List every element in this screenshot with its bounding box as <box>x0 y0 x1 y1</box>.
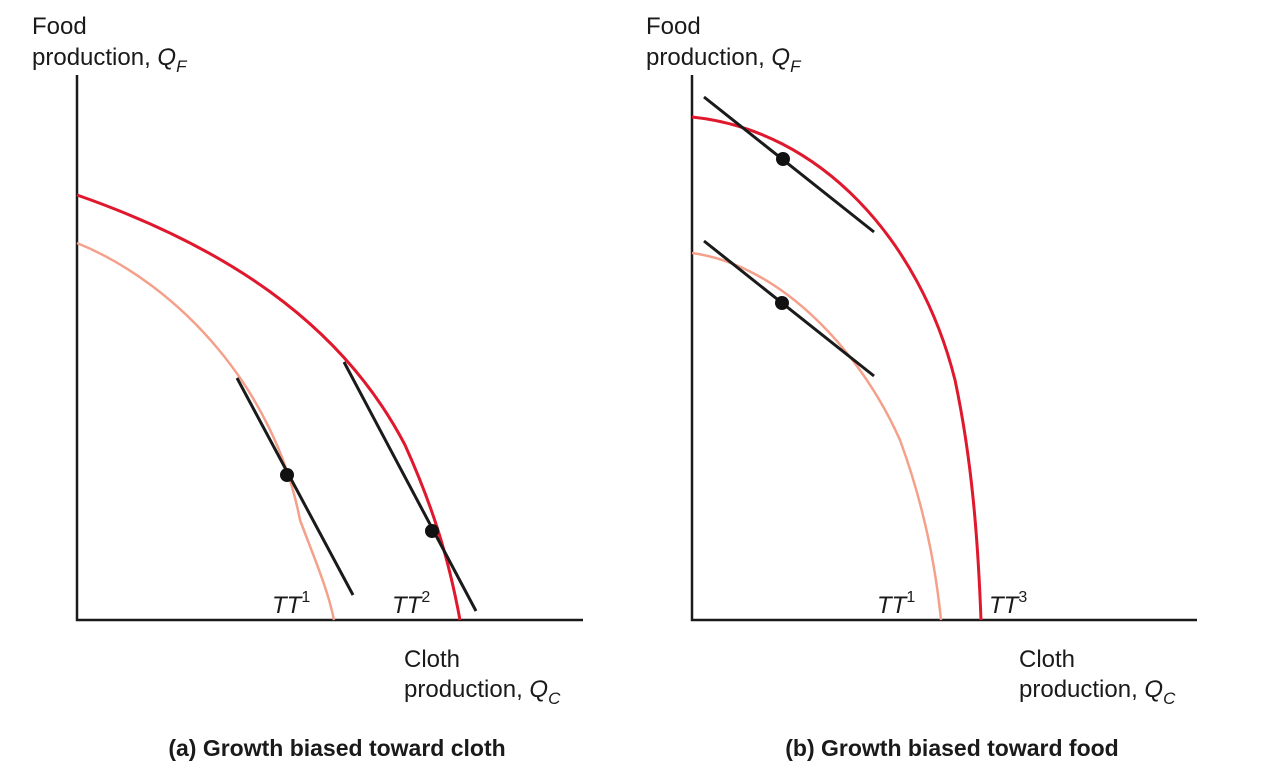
panel-a-x-label-line1: Cloth <box>404 646 460 673</box>
panel-a-x-label-line2: production, QC <box>404 676 561 708</box>
panel-b-point-tt1 <box>775 296 789 310</box>
panel-b-tangent-tt3 <box>703 95 875 234</box>
panel-a-tt2-curve <box>76 193 462 621</box>
panel-b-x-label-line2: production, QC <box>1019 676 1176 708</box>
panel-a-caption: (a) Growth biased toward cloth <box>168 735 505 761</box>
panel-b-point-tt3 <box>776 152 790 166</box>
panel-a-tt1-curve <box>76 241 336 621</box>
panel-a-tt2-label: TT2 <box>392 589 430 619</box>
panel-b-y-label-line2: production, QF <box>646 44 802 76</box>
panel-a-y-label-line1: Food <box>32 13 87 40</box>
panel-b-caption: (b) Growth biased toward food <box>785 735 1118 761</box>
panel-b-axes <box>690 75 1197 622</box>
panel-b-tt1-curve <box>691 251 943 621</box>
panel-a-tangent-tt1 <box>235 377 355 596</box>
panel-b: Food production, QF TT1 TT3 Cloth produc… <box>646 13 1197 761</box>
panel-b-tt3-label: TT3 <box>989 589 1027 619</box>
panel-a-point-tt2 <box>425 524 439 538</box>
panel-a-y-label-line2: production, QF <box>32 44 188 76</box>
panel-a: Food production, QF TT1 TT2 Cloth produc… <box>32 13 583 761</box>
panel-b-y-label-line1: Food <box>646 13 701 40</box>
panel-a-tangent-tt2 <box>342 361 478 612</box>
panel-b-tt3-curve <box>691 115 983 621</box>
panel-b-tt1-label: TT1 <box>877 589 915 619</box>
panel-a-tt1-label: TT1 <box>272 589 310 619</box>
panel-b-tangent-tt1 <box>703 239 875 378</box>
panel-a-axes <box>75 75 583 622</box>
panel-a-point-tt1 <box>280 468 294 482</box>
panel-b-x-label-line1: Cloth <box>1019 646 1075 673</box>
